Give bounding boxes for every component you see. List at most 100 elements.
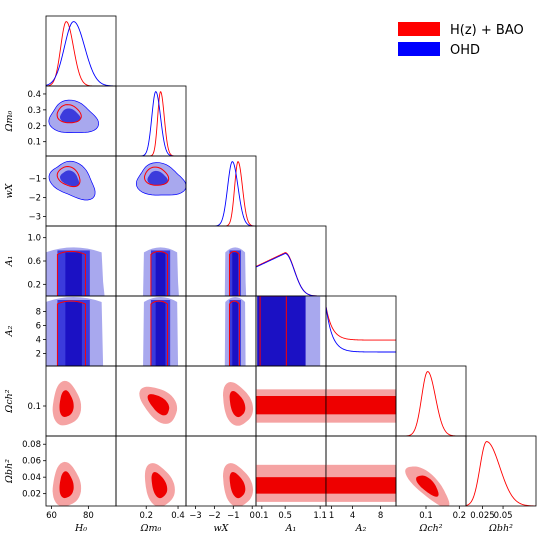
series-0-contour-line bbox=[56, 104, 82, 124]
x-tick-label-wx-2: −1 bbox=[227, 511, 240, 521]
x-tick-label-A1-0: 0.1 bbox=[255, 511, 269, 521]
series-0-contour-inner bbox=[326, 396, 396, 415]
panel-Och2-Om bbox=[115, 365, 187, 437]
panel-A2-A1 bbox=[255, 295, 327, 367]
series-0-marginal-A2 bbox=[326, 306, 396, 341]
x-tick-label-A1-1: 0.5 bbox=[278, 511, 292, 521]
series-0-contour-inner bbox=[326, 477, 396, 494]
panel-frame-A2-A2 bbox=[325, 295, 397, 367]
series-0-contour-inner bbox=[59, 471, 74, 499]
y-tick-label-Obh2-1: 0.04 bbox=[22, 473, 41, 483]
panel-wx-Om bbox=[115, 155, 187, 227]
series-1-marginal-wx bbox=[186, 161, 256, 226]
panel-A2-wx bbox=[185, 295, 257, 367]
series-0-contour-line bbox=[56, 300, 86, 366]
series-0-contour-line bbox=[56, 250, 86, 296]
panel-Obh2-Om bbox=[115, 435, 187, 507]
x-tick-label-A2-0: 1 bbox=[329, 511, 334, 521]
x-tick-label-Obh2-0: 0.025 bbox=[470, 511, 494, 521]
series-0-contour-line bbox=[228, 250, 240, 296]
series-1-contour-inner bbox=[257, 296, 306, 366]
y-tick-label-Obh2-0: 0.02 bbox=[22, 490, 41, 500]
x-tick-label-H0-0: 60 bbox=[46, 511, 57, 521]
series-0-contour-inner bbox=[229, 391, 246, 418]
y-axis-label-wx: wX bbox=[4, 182, 15, 198]
legend-label-series-1: OHD bbox=[450, 43, 480, 58]
y-tick-label-wx-0: −3 bbox=[28, 213, 41, 223]
legend-swatch-series-0 bbox=[398, 22, 440, 36]
panel-H0-H0 bbox=[45, 15, 117, 87]
y-tick-label-Om-3: 0.4 bbox=[27, 90, 41, 100]
series-0-contour-inner bbox=[151, 472, 168, 499]
series-0-marginal-wx bbox=[186, 160, 256, 226]
series-0-contour-line bbox=[143, 166, 170, 186]
series-1-marginal-H0 bbox=[46, 21, 116, 86]
panel-Och2-H0 bbox=[45, 365, 117, 437]
panel-Obh2-Obh2 bbox=[465, 435, 537, 507]
x-tick-label-wx-1: −2 bbox=[208, 511, 221, 521]
x-axis-label-Och2: Ωch² bbox=[418, 523, 442, 534]
y-axis-label-Om: Ωm₀ bbox=[4, 110, 15, 132]
series-0-marginal-A1 bbox=[256, 252, 326, 296]
x-tick-label-A1-2: 1.1 bbox=[313, 511, 327, 521]
x-tick-label-Obh2-1: 0.05 bbox=[494, 511, 513, 521]
y-tick-label-wx-1: −2 bbox=[28, 194, 41, 204]
series-0-contour-inner bbox=[59, 390, 74, 417]
series-0-marginal-Obh2 bbox=[466, 441, 536, 506]
y-tick-label-A2-0: 2 bbox=[36, 349, 41, 359]
panel-frame-wx-wx bbox=[185, 155, 257, 227]
series-0-marginal-H0 bbox=[46, 21, 116, 86]
panel-wx-wx bbox=[185, 155, 257, 227]
x-tick-label-Om-1: 0.4 bbox=[171, 511, 185, 521]
y-tick-label-A2-3: 8 bbox=[36, 307, 41, 317]
panel-Och2-A1 bbox=[255, 365, 327, 437]
panel-wx-H0 bbox=[45, 155, 117, 227]
panel-frame-Obh2-Obh2 bbox=[465, 435, 537, 507]
series-0-contour-line bbox=[56, 165, 81, 188]
x-axis-label-A1: A₁ bbox=[285, 523, 297, 534]
y-tick-label-A1-1: 0.6 bbox=[27, 257, 41, 267]
series-0-contour-inner bbox=[416, 475, 439, 497]
y-tick-label-Om-1: 0.2 bbox=[27, 122, 41, 132]
panel-A1-H0 bbox=[45, 225, 117, 297]
series-0-marginal-Och2 bbox=[396, 371, 466, 436]
panel-Om-H0 bbox=[45, 85, 117, 157]
series-1-contour-inner bbox=[60, 170, 80, 187]
x-tick-label-wx-3: 0 bbox=[250, 511, 255, 521]
series-0-contour-line bbox=[228, 300, 240, 366]
panel-A1-A1 bbox=[255, 225, 327, 297]
x-tick-label-H0-1: 80 bbox=[83, 511, 94, 521]
x-tick-label-A2-2: 8 bbox=[378, 511, 383, 521]
y-axis-label-Och2: Ωch² bbox=[4, 389, 15, 413]
series-0-contour-inner bbox=[256, 396, 326, 415]
series-1-contour-inner bbox=[155, 252, 166, 296]
y-tick-label-Om-2: 0.3 bbox=[27, 106, 41, 116]
panel-A2-A2 bbox=[325, 295, 397, 367]
panel-Obh2-wx bbox=[185, 435, 257, 507]
series-0-contour-line bbox=[150, 250, 169, 296]
series-1-contour-inner bbox=[60, 108, 81, 123]
y-tick-label-wx-2: −1 bbox=[28, 175, 41, 185]
series-0-contour-inner bbox=[256, 477, 326, 494]
panel-Obh2-A2 bbox=[325, 435, 397, 507]
y-tick-label-A1-2: 1.0 bbox=[27, 234, 41, 244]
y-axis-label-A1: A₁ bbox=[4, 256, 15, 268]
panel-A1-Om bbox=[115, 225, 187, 297]
x-tick-label-wx-0: −3 bbox=[189, 511, 202, 521]
panel-A2-H0 bbox=[45, 295, 117, 367]
x-tick-label-Och2-1: 0.2 bbox=[453, 511, 467, 521]
y-tick-label-Obh2-3: 0.08 bbox=[22, 440, 41, 450]
x-axis-label-Obh2: Ωbh² bbox=[488, 523, 513, 534]
x-tick-label-Och2-0: 0.1 bbox=[419, 511, 433, 521]
y-axis-label-A2: A₂ bbox=[4, 325, 15, 337]
y-tick-label-Och2-0: 0.1 bbox=[27, 402, 41, 412]
y-tick-label-A2-2: 6 bbox=[36, 321, 41, 331]
y-tick-label-Obh2-2: 0.06 bbox=[22, 457, 41, 467]
x-axis-label-wx: wX bbox=[214, 523, 230, 534]
panel-A2-Om bbox=[115, 295, 187, 367]
series-1-contour-inner bbox=[65, 302, 82, 366]
y-tick-label-Om-0: 0.1 bbox=[27, 138, 41, 148]
legend-swatch-series-1 bbox=[398, 42, 440, 56]
panel-Och2-Och2 bbox=[395, 365, 467, 437]
